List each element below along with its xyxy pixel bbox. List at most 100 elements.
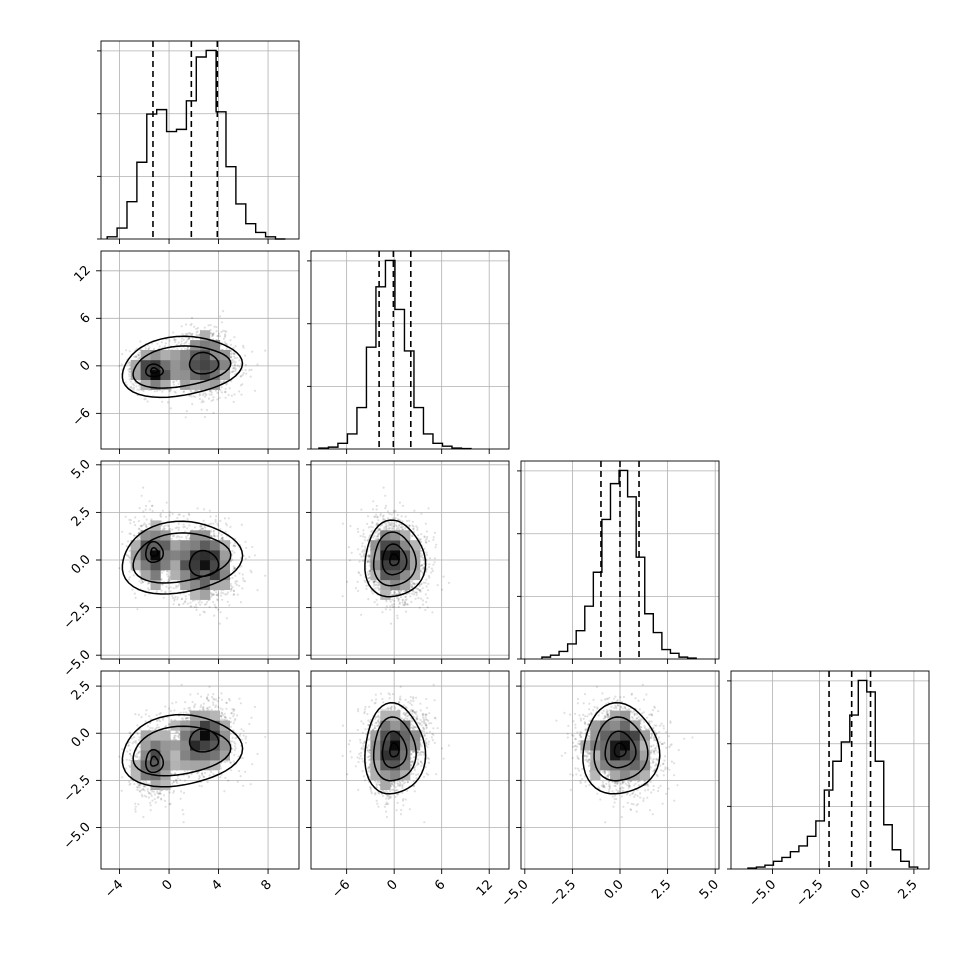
density-cell: [219, 569, 230, 581]
sample-point: [183, 601, 186, 604]
density-cell: [180, 369, 191, 380]
sample-point: [128, 350, 131, 353]
sample-point: [391, 605, 394, 609]
sample-point: [186, 602, 189, 605]
sample-point: [398, 518, 401, 522]
sample-point: [167, 579, 170, 582]
sample-point: [213, 532, 216, 535]
sample-point: [130, 385, 133, 388]
sample-point: [174, 586, 178, 589]
sample-point: [233, 593, 236, 596]
sample-point: [238, 584, 241, 587]
sample-point: [161, 583, 164, 586]
sample-point: [180, 337, 184, 340]
sample-point: [241, 573, 244, 576]
sample-point: [174, 527, 177, 530]
sample-point: [232, 593, 235, 597]
sample-point: [404, 601, 407, 604]
sample-point: [138, 357, 141, 360]
sample-point: [390, 521, 393, 524]
density-cell: [200, 369, 211, 380]
sample-point: [221, 536, 224, 539]
sample-point: [145, 526, 148, 529]
sample-point: [214, 518, 217, 522]
sample-point: [168, 339, 171, 342]
density-cell: [190, 379, 201, 390]
y-tick-label: −5.0: [61, 647, 94, 680]
sample-point: [244, 540, 247, 544]
sample-point: [180, 342, 183, 345]
sample-point: [191, 337, 194, 340]
sample-point: [173, 380, 176, 383]
sample-point: [137, 519, 140, 523]
sample-point: [238, 572, 241, 575]
sample-point: [131, 382, 134, 385]
sample-point: [427, 582, 430, 586]
density-cell: [190, 550, 201, 561]
density-cell: [150, 550, 161, 561]
sample-point: [165, 585, 168, 588]
sample-point: [264, 349, 267, 352]
sample-point: [239, 375, 242, 378]
sample-point: [433, 557, 436, 560]
density-cell: [170, 550, 181, 561]
sample-point: [176, 535, 179, 538]
sample-point: [128, 532, 131, 535]
sample-point: [212, 593, 215, 597]
sample-point: [188, 593, 191, 596]
sample-point: [178, 582, 181, 585]
sample-point: [209, 324, 212, 327]
sample-point: [144, 508, 147, 511]
histogram-0: [106, 49, 286, 240]
sample-point: [241, 373, 244, 376]
sample-point: [180, 598, 183, 601]
sample-point: [121, 353, 124, 356]
sample-point: [161, 400, 164, 403]
sample-point: [236, 580, 239, 583]
sample-point: [161, 571, 164, 574]
sample-point: [188, 524, 191, 527]
density-cell: [209, 359, 221, 371]
sample-point: [129, 561, 132, 564]
y-tick-label: 0.0: [69, 552, 94, 577]
sample-point: [210, 535, 213, 538]
sample-point: [221, 598, 224, 601]
sample-point: [146, 587, 150, 590]
sample-point: [182, 515, 185, 518]
sample-point: [216, 522, 219, 526]
sample-point: [186, 517, 189, 520]
sample-point: [245, 546, 248, 550]
density-cell: [200, 569, 211, 581]
sample-point: [137, 537, 140, 540]
sample-point: [195, 606, 198, 609]
sample-point: [196, 507, 199, 510]
sample-point: [240, 375, 243, 378]
sample-point: [221, 536, 224, 540]
sample-point: [168, 514, 171, 517]
sample-point: [242, 344, 245, 347]
sample-point: [134, 596, 137, 599]
sample-point: [358, 560, 361, 563]
sample-point: [125, 545, 128, 548]
density-cell: [130, 369, 141, 380]
sample-point: [128, 576, 131, 579]
sample-point: [238, 365, 241, 368]
sample-point: [212, 600, 215, 604]
sample-point: [212, 332, 215, 335]
sample-point: [131, 588, 134, 591]
sample-point: [128, 373, 131, 376]
sample-point: [129, 386, 132, 389]
density-cell: [219, 579, 230, 590]
density-cell: [170, 540, 181, 551]
sample-point: [132, 534, 136, 537]
sample-point: [217, 592, 220, 595]
sample-point: [213, 534, 216, 538]
sample-point: [219, 611, 222, 614]
contour: [121, 520, 244, 595]
sample-point: [163, 527, 166, 530]
sample-point: [150, 504, 154, 507]
sample-point: [212, 411, 215, 414]
sample-point: [405, 589, 408, 593]
sample-point: [165, 501, 168, 504]
sample-point: [185, 597, 188, 600]
